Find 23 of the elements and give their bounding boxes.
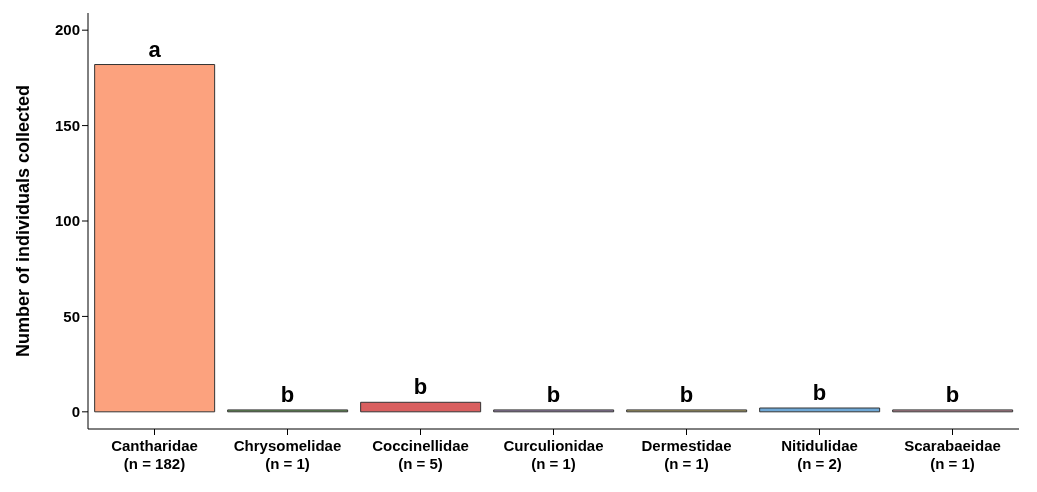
x-tick-label: Chrysomelidae (n = 1) bbox=[233, 437, 342, 472]
bar bbox=[360, 401, 482, 413]
y-tick-label: 100 bbox=[54, 212, 80, 230]
x-tick-label: Nitidulidae (n = 2) bbox=[781, 437, 858, 472]
y-axis-title: Number of individuals collected bbox=[13, 84, 34, 358]
annotation: b bbox=[280, 381, 295, 407]
x-tick-label: Cantharidae (n = 182) bbox=[111, 437, 198, 472]
x-tick-label: Coccinellidae (n = 5) bbox=[372, 437, 469, 472]
annotation: b bbox=[546, 381, 561, 407]
x-tick-label: Curculionidae (n = 1) bbox=[503, 437, 604, 472]
annotation: b bbox=[812, 380, 827, 406]
annotation: b bbox=[945, 381, 960, 407]
bar bbox=[759, 407, 881, 413]
y-tick-label: 150 bbox=[54, 116, 80, 134]
y-tick-label: 50 bbox=[63, 307, 80, 325]
annotation: a bbox=[148, 36, 162, 62]
bar bbox=[94, 64, 216, 413]
x-tick-label: Scarabaeidae (n = 1) bbox=[904, 437, 1001, 472]
annotation: b bbox=[413, 374, 428, 400]
y-tick-label: 200 bbox=[54, 21, 80, 39]
x-tick-label: Dermestidae (n = 1) bbox=[641, 437, 732, 472]
y-tick-label: 0 bbox=[71, 403, 80, 421]
annotation: b bbox=[679, 381, 694, 407]
